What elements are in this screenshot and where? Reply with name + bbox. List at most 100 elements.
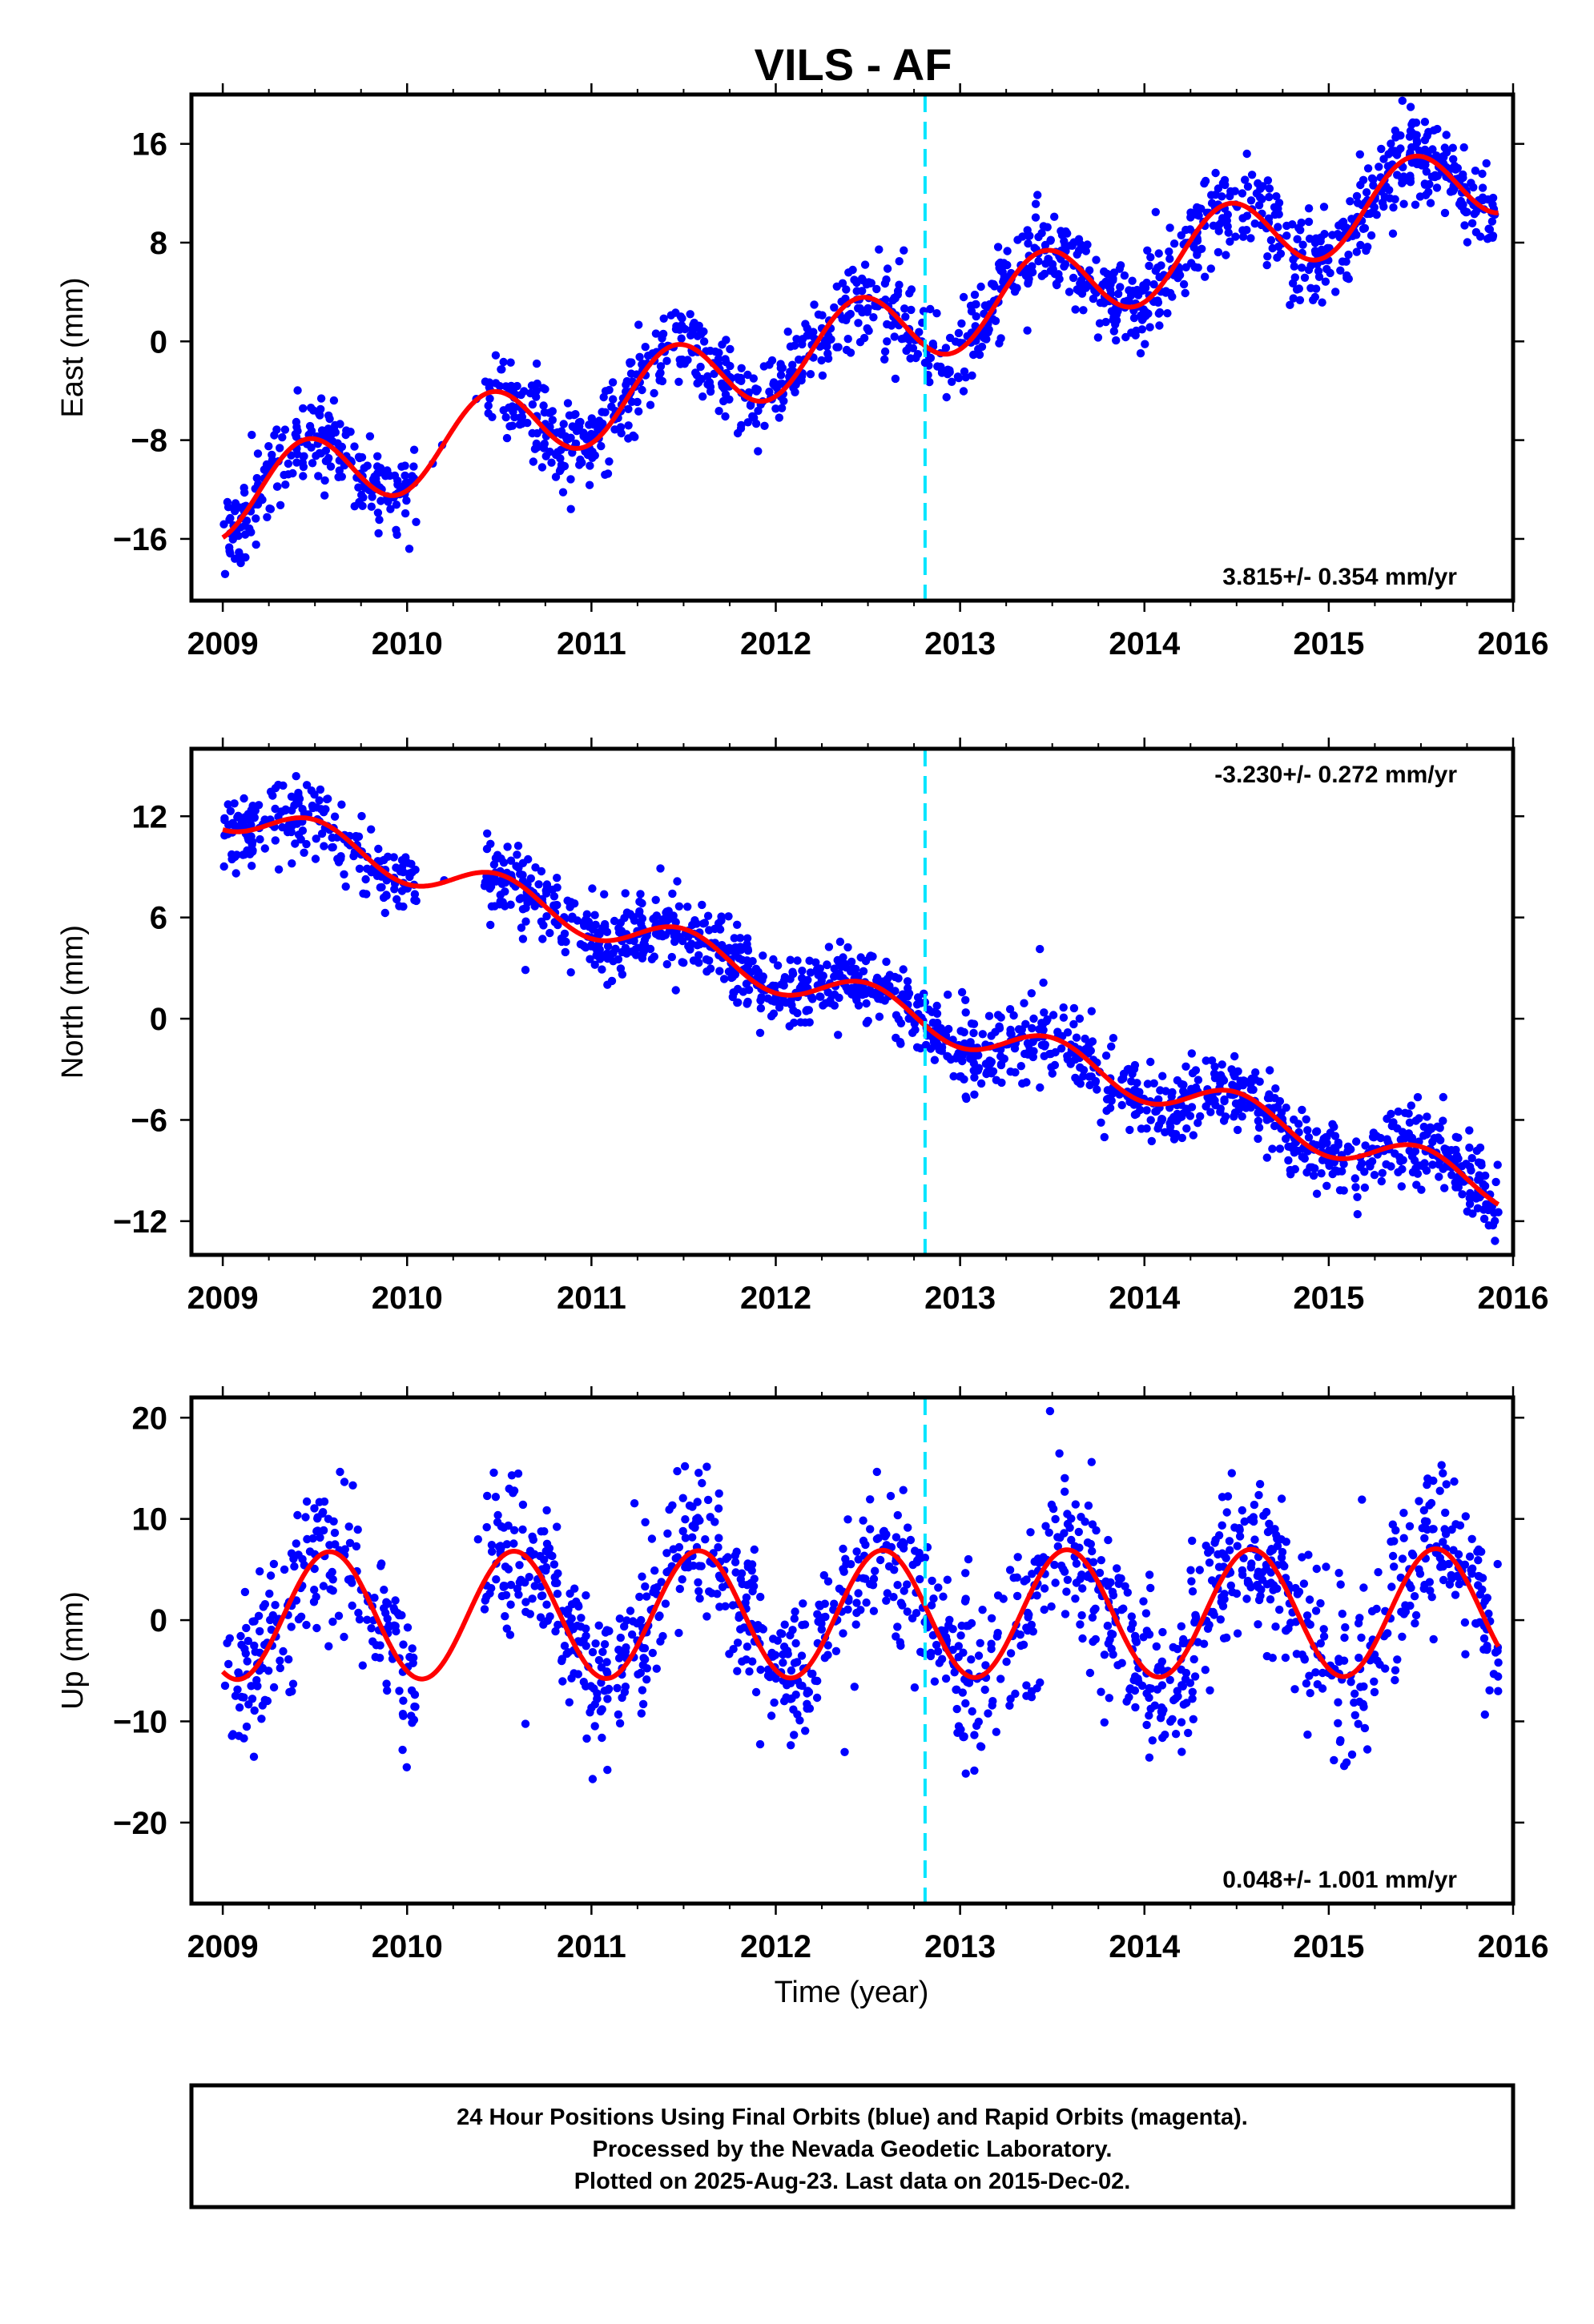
data-point <box>1353 1210 1363 1219</box>
data-point <box>1206 1108 1215 1116</box>
data-point <box>678 1575 686 1584</box>
data-point <box>1179 1634 1188 1644</box>
data-point <box>1277 1553 1286 1562</box>
data-point <box>1358 1159 1367 1168</box>
data-point <box>348 1601 356 1610</box>
data-point <box>1362 188 1371 197</box>
data-point <box>240 794 248 803</box>
data-point <box>281 480 290 489</box>
rate-label: 0.048+/- 1.001 mm/yr <box>1222 1867 1457 1893</box>
data-point <box>1312 1189 1322 1198</box>
data-point <box>724 912 733 921</box>
data-point <box>482 844 492 854</box>
data-point <box>260 1695 269 1704</box>
data-point <box>1165 247 1173 256</box>
data-point <box>1254 1595 1264 1605</box>
data-point <box>307 786 316 795</box>
data-point <box>952 1704 961 1714</box>
data-point <box>1224 228 1233 237</box>
data-point <box>363 1615 372 1624</box>
data-point <box>1000 1054 1009 1063</box>
data-point <box>499 406 508 415</box>
data-point <box>673 1466 682 1476</box>
data-point <box>673 877 682 886</box>
data-point <box>283 827 292 837</box>
data-point <box>1319 1625 1328 1634</box>
data-point <box>248 1617 257 1626</box>
data-point <box>516 413 525 422</box>
data-point <box>1021 271 1031 280</box>
data-point <box>862 1019 871 1027</box>
data-point <box>661 1599 670 1608</box>
data-point <box>1312 1127 1322 1136</box>
data-point <box>834 958 843 967</box>
data-point <box>373 469 382 478</box>
data-point <box>812 1693 822 1703</box>
data-point <box>1071 1500 1081 1509</box>
data-point <box>847 990 856 999</box>
data-point <box>1344 250 1353 259</box>
data-point <box>1153 296 1161 306</box>
x-tick-label: 2012 <box>740 1929 811 1964</box>
data-point <box>1401 1134 1410 1143</box>
data-point <box>1182 1699 1191 1707</box>
data-point <box>1274 242 1283 251</box>
data-point <box>312 1623 321 1633</box>
data-point <box>1322 1139 1331 1148</box>
data-point <box>820 336 830 345</box>
data-point <box>1412 1180 1421 1189</box>
data-point <box>1410 1592 1419 1601</box>
data-point <box>506 856 516 865</box>
data-point <box>912 1609 921 1618</box>
data-point <box>1161 1128 1169 1137</box>
x-tick-label: 2013 <box>924 1281 996 1316</box>
data-point <box>932 1009 942 1019</box>
data-point <box>346 428 355 436</box>
data-point <box>715 925 725 934</box>
data-point <box>1369 1128 1379 1137</box>
data-point <box>948 377 956 386</box>
model-fit-line <box>220 1546 1501 1683</box>
data-point <box>952 1685 960 1695</box>
data-point <box>1201 176 1210 186</box>
data-point <box>233 1685 242 1694</box>
data-point <box>1077 1610 1086 1620</box>
data-point <box>995 339 1004 348</box>
data-point <box>1143 1628 1153 1638</box>
data-point <box>1149 279 1158 289</box>
data-point <box>656 362 666 371</box>
data-point <box>1435 1160 1443 1169</box>
data-point <box>1350 1711 1360 1719</box>
data-point <box>1009 1011 1018 1020</box>
data-point <box>227 1731 236 1740</box>
data-point <box>1220 1096 1229 1106</box>
data-point <box>1340 1633 1349 1642</box>
data-point <box>920 358 930 368</box>
data-point <box>320 491 329 500</box>
data-point <box>1284 1624 1293 1633</box>
data-point <box>325 1541 334 1550</box>
data-point <box>860 260 870 269</box>
data-point <box>609 957 618 966</box>
data-point <box>1186 208 1195 217</box>
data-point <box>969 1028 978 1038</box>
x-tick-label: 2014 <box>1109 1281 1181 1316</box>
data-point <box>1141 1609 1151 1618</box>
data-point <box>507 1471 517 1480</box>
data-point <box>269 1683 279 1692</box>
data-point <box>850 1683 859 1691</box>
data-point <box>601 470 610 479</box>
data-point <box>1010 287 1020 296</box>
data-point <box>1191 1066 1201 1075</box>
data-point <box>492 1575 501 1584</box>
data-point <box>1045 1050 1054 1059</box>
data-point <box>598 1647 607 1656</box>
data-point <box>1241 175 1250 184</box>
data-point <box>545 928 554 938</box>
data-point <box>1134 1089 1143 1099</box>
data-point <box>681 1534 690 1542</box>
data-point <box>1427 1498 1436 1508</box>
data-point <box>324 424 333 433</box>
data-point <box>586 1708 594 1717</box>
data-point <box>1206 1686 1214 1695</box>
